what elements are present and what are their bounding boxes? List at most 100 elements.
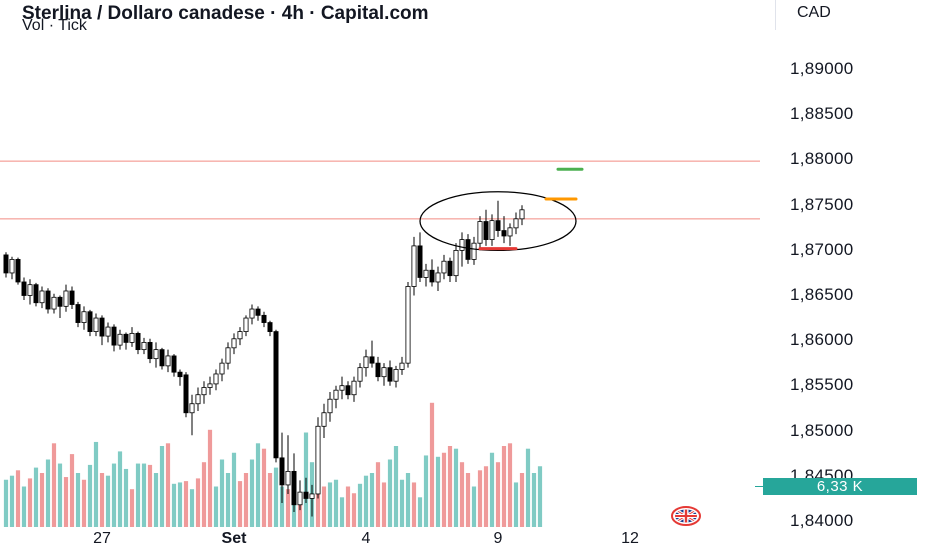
candle-body — [381, 367, 387, 378]
volume-bar — [447, 446, 453, 527]
candle — [483, 209, 489, 246]
candle — [135, 331, 141, 355]
candle-body — [519, 209, 525, 220]
volume-bar — [129, 489, 135, 527]
volume-bar — [525, 448, 531, 527]
candle-body — [279, 457, 285, 486]
uk-flag-icon[interactable] — [671, 506, 701, 526]
candle — [453, 243, 459, 282]
volume-bar — [51, 443, 57, 527]
candle — [441, 254, 447, 280]
volume-bar — [93, 441, 99, 527]
candle-body — [27, 284, 33, 296]
candle-body — [501, 230, 507, 237]
volume-bar — [153, 473, 159, 527]
candle — [105, 322, 111, 343]
volume-bar — [477, 470, 483, 527]
candle — [153, 342, 159, 368]
volume-bar — [339, 497, 345, 527]
y-tick-label: 1,86500 — [790, 285, 854, 304]
volume-bar — [513, 482, 519, 527]
candle-body — [51, 296, 57, 310]
candle-body — [495, 220, 501, 231]
candle-body — [333, 389, 339, 400]
candle — [225, 342, 231, 370]
candle-body — [243, 317, 249, 332]
candle-body — [375, 362, 381, 378]
y-tick-label: 1,87500 — [790, 194, 854, 214]
candle-body — [429, 269, 435, 283]
candle-body — [273, 331, 279, 459]
volume-bar — [117, 451, 123, 527]
candle — [285, 435, 291, 494]
candle-body — [213, 373, 219, 385]
candle-body — [465, 239, 471, 260]
candle-body — [177, 371, 183, 378]
candle-body — [129, 332, 135, 343]
volume-bar — [393, 446, 399, 527]
candle — [393, 365, 399, 388]
candle — [447, 257, 453, 282]
candle-body — [57, 296, 63, 307]
axis-divider — [775, 0, 776, 30]
volume-bar — [27, 478, 33, 527]
x-tick-label: 12 — [621, 530, 639, 547]
candle-body — [291, 470, 297, 506]
candle — [177, 369, 183, 386]
candle-body — [201, 387, 207, 396]
candle-body — [39, 290, 45, 304]
candle-body — [69, 290, 75, 305]
candle — [93, 313, 99, 337]
candle-body — [231, 338, 237, 349]
volume-bar — [219, 459, 225, 527]
candle — [81, 306, 87, 330]
candle — [465, 234, 471, 264]
candle — [351, 376, 357, 402]
volume-bar — [177, 482, 183, 527]
candle — [189, 394, 195, 436]
volume-bar — [279, 486, 285, 527]
candle-body — [195, 394, 201, 405]
volume-bar — [81, 479, 87, 527]
x-tick-label: Set — [221, 530, 247, 547]
volume-bar — [213, 486, 219, 527]
volume-bar — [327, 482, 333, 527]
y-tick-label: 1,85000 — [790, 420, 854, 440]
candle — [9, 256, 15, 280]
candle-body — [411, 245, 417, 287]
candle — [309, 484, 315, 517]
candle — [111, 324, 117, 352]
candle-body — [153, 349, 159, 360]
candle — [87, 309, 93, 337]
volume-bar — [405, 473, 411, 527]
candle-body — [123, 333, 129, 343]
volume-bar — [99, 473, 105, 527]
candle-body — [189, 403, 195, 414]
volume-bar — [123, 468, 129, 527]
volume-bar — [321, 486, 327, 527]
volume-bar — [471, 486, 477, 527]
volume-bar — [87, 464, 93, 527]
candle — [255, 306, 261, 321]
candle-body — [513, 218, 519, 229]
candle-body — [507, 227, 513, 237]
chart-title[interactable]: Sterlina / Dollaro canadese · 4h · Capit… — [22, 3, 429, 24]
candle-body — [393, 369, 399, 382]
volume-bar — [399, 479, 405, 527]
currency-label[interactable]: CAD — [797, 4, 831, 21]
indicator-label[interactable]: Vol · Tick — [22, 17, 87, 34]
candle-body — [459, 239, 465, 251]
candle — [57, 295, 63, 319]
candle — [117, 329, 123, 350]
volume-bar — [417, 497, 423, 527]
volume-bar — [33, 467, 39, 527]
candle — [237, 327, 243, 346]
candle-body — [225, 347, 231, 364]
y-tick-label: 1,87000 — [790, 239, 854, 259]
volume-bar — [57, 463, 63, 527]
volume-bar — [435, 456, 441, 527]
volume-bar — [45, 459, 51, 527]
candle-body — [9, 259, 15, 274]
candle — [357, 363, 363, 388]
